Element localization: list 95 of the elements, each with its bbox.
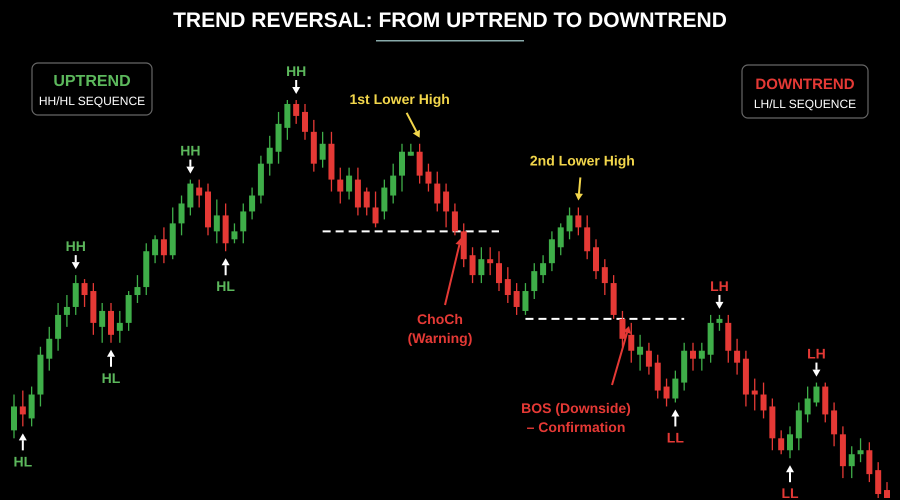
annotation: HL xyxy=(102,370,121,386)
candlestick xyxy=(866,442,872,483)
candlestick xyxy=(46,326,52,372)
candlestick xyxy=(337,167,344,204)
candlestick xyxy=(628,322,634,364)
candlestick xyxy=(875,462,882,499)
candlestick xyxy=(64,294,70,328)
candlestick xyxy=(214,198,220,244)
candlestick xyxy=(646,342,652,376)
candlestick xyxy=(734,338,740,376)
candlestick xyxy=(108,302,114,344)
candlestick xyxy=(884,481,890,499)
annotation: HL xyxy=(13,453,33,470)
candlestick xyxy=(487,246,494,276)
candlestick xyxy=(470,246,476,284)
annotation: LL xyxy=(781,485,799,500)
candlestick xyxy=(249,186,256,220)
annotation: LH/LL SEQUENCE xyxy=(754,97,856,111)
candlestick xyxy=(593,238,599,280)
annotation: LL xyxy=(666,429,684,446)
candlestick xyxy=(416,143,423,184)
candlestick xyxy=(760,382,767,420)
candlestick xyxy=(804,386,811,424)
candlestick xyxy=(443,182,450,228)
candlestick xyxy=(399,143,405,192)
annotation: BOS (Downside) – Confirmation xyxy=(521,400,631,435)
candlestick xyxy=(11,394,17,439)
candlestick xyxy=(478,246,484,284)
candlestick xyxy=(82,278,88,308)
candlestick xyxy=(293,99,300,125)
candlestick xyxy=(381,178,388,220)
candlestick xyxy=(178,194,185,236)
candlestick xyxy=(231,222,238,244)
candlestick xyxy=(496,250,502,292)
candlestick xyxy=(698,342,705,372)
candlestick xyxy=(28,386,35,428)
candlestick xyxy=(831,402,838,447)
candlestick xyxy=(152,234,158,264)
candlestick xyxy=(284,99,290,140)
candlestick xyxy=(858,438,864,463)
candlestick xyxy=(266,135,273,176)
candlestick xyxy=(584,214,590,260)
candlestick xyxy=(619,310,626,348)
candlestick xyxy=(664,378,670,408)
annotation: ChoCh (Warning) xyxy=(408,311,472,346)
candlestick xyxy=(240,202,246,244)
candlestick xyxy=(787,426,793,459)
text: UPTREND xyxy=(53,73,131,90)
candlestick xyxy=(196,178,202,208)
candlestick xyxy=(813,382,820,408)
candlestick xyxy=(531,262,538,300)
annotation: LH xyxy=(710,278,729,294)
annotation: LH xyxy=(807,346,826,362)
candlestick xyxy=(390,163,396,204)
chart-title: TREND REVERSAL: FROM UPTREND TO DOWNTREND xyxy=(173,9,727,32)
candlestick xyxy=(302,103,308,140)
annotation: HL xyxy=(216,278,236,294)
candlestick xyxy=(116,310,123,344)
annotation: HH xyxy=(180,142,200,159)
annotation: 1st Lower High xyxy=(349,90,450,107)
candlestick xyxy=(364,186,370,216)
annotation: 2nd Lower High xyxy=(530,152,635,168)
candlestick xyxy=(320,131,326,168)
text: DOWNTREND xyxy=(755,76,855,93)
candlestick xyxy=(99,302,106,344)
annotation: HH xyxy=(286,63,306,79)
candlestick xyxy=(346,167,352,200)
candlestick xyxy=(187,178,194,216)
candlestick xyxy=(548,230,555,272)
candlestick xyxy=(575,206,582,236)
candlestick xyxy=(558,222,564,256)
candlestick xyxy=(434,170,440,212)
candlestick xyxy=(504,266,511,304)
candlestick xyxy=(425,163,432,192)
candlestick xyxy=(20,390,26,428)
candlestick xyxy=(372,190,379,228)
candlestick xyxy=(452,202,458,236)
candlestick xyxy=(637,334,644,372)
candlestick xyxy=(566,206,573,240)
candlestick xyxy=(540,254,546,284)
candlestick xyxy=(778,430,784,455)
candlestick xyxy=(72,274,79,316)
candlestick xyxy=(690,342,696,372)
annotation: HH xyxy=(66,238,86,254)
candlestick xyxy=(134,274,140,304)
candlestick xyxy=(160,226,167,264)
annotation: HH/HL SEQUENCE xyxy=(38,94,146,108)
candlestick xyxy=(514,282,520,316)
candlestick xyxy=(716,314,722,332)
candlestick xyxy=(522,282,528,316)
candlestick xyxy=(55,302,62,352)
candlestick xyxy=(672,370,678,404)
candlestick xyxy=(848,446,855,479)
candlestick xyxy=(752,378,758,412)
candlestick xyxy=(602,258,608,296)
